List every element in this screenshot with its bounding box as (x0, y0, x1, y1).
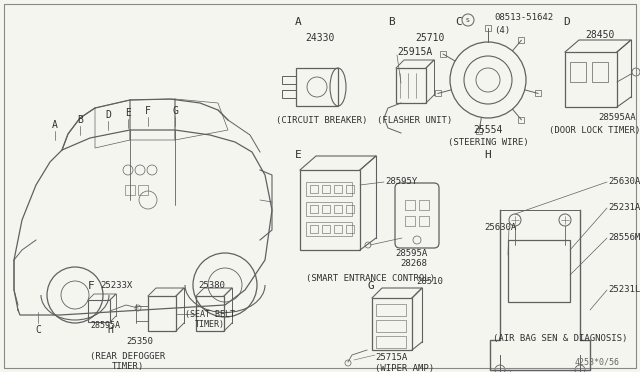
Text: (WIPER AMP): (WIPER AMP) (376, 363, 435, 372)
Text: (DOOR LOCK TIMER): (DOOR LOCK TIMER) (549, 125, 640, 135)
Text: S: S (466, 17, 470, 22)
Text: 25710: 25710 (415, 33, 444, 43)
Bar (306, 182, 352, 196)
Bar (310, 185, 318, 193)
Bar (372, 298, 412, 350)
Text: (FLASHER UNIT): (FLASHER UNIT) (378, 115, 452, 125)
Bar (300, 170, 360, 250)
Text: 25915A: 25915A (397, 47, 432, 57)
Text: 25630AA: 25630AA (608, 177, 640, 186)
Text: 25231L: 25231L (608, 285, 640, 295)
Text: 25715A: 25715A (375, 353, 407, 362)
Bar (435, 90, 441, 96)
Text: (CIRCUIT BREAKER): (CIRCUIT BREAKER) (276, 115, 368, 125)
Bar (376, 320, 406, 332)
Text: 28556M: 28556M (608, 234, 640, 243)
Text: (AIR BAG SEN & DIAGNOSIS): (AIR BAG SEN & DIAGNOSIS) (493, 334, 627, 343)
Bar (334, 185, 342, 193)
Bar (306, 222, 352, 236)
Bar (405, 200, 415, 210)
Bar (405, 216, 415, 226)
Text: 28595AA: 28595AA (598, 113, 636, 122)
Text: H: H (484, 150, 491, 160)
Bar (376, 304, 406, 316)
Text: E: E (295, 150, 301, 160)
Text: 28595A: 28595A (395, 248, 428, 257)
Text: 4253*0/56: 4253*0/56 (575, 357, 620, 366)
Text: 28268: 28268 (401, 260, 428, 269)
Bar (138, 185, 148, 195)
Bar (565, 52, 617, 107)
Text: 25554: 25554 (474, 125, 502, 135)
Bar (310, 205, 318, 213)
Bar (419, 200, 429, 210)
Bar (518, 117, 524, 123)
Bar (88, 300, 110, 322)
Bar (376, 336, 406, 348)
Bar (570, 62, 586, 82)
Bar (125, 185, 135, 195)
Text: C: C (35, 325, 41, 335)
Bar (148, 296, 176, 331)
Text: G: G (368, 281, 375, 291)
Text: 28510: 28510 (416, 278, 443, 286)
Text: A: A (52, 120, 58, 130)
Text: 25350: 25350 (127, 337, 154, 346)
Bar (419, 216, 429, 226)
Text: F: F (88, 281, 95, 291)
Bar (396, 68, 426, 103)
Text: D: D (105, 110, 111, 120)
Text: 28450: 28450 (585, 30, 614, 40)
Text: TIMER): TIMER) (195, 320, 225, 328)
Text: 28595Y: 28595Y (385, 177, 417, 186)
Bar (440, 51, 446, 57)
Text: 25630A: 25630A (484, 224, 516, 232)
Text: 25380: 25380 (198, 280, 225, 289)
Bar (310, 225, 318, 233)
Text: TIMER): TIMER) (112, 362, 144, 371)
Bar (282, 76, 296, 84)
Bar (322, 185, 330, 193)
Text: B: B (388, 17, 395, 27)
Bar (334, 205, 342, 213)
Text: D: D (563, 17, 570, 27)
Bar (334, 225, 342, 233)
Text: 08513-51642: 08513-51642 (494, 13, 553, 22)
Text: A: A (295, 17, 301, 27)
Bar (282, 90, 296, 98)
Text: (STEERING WIRE): (STEERING WIRE) (448, 138, 528, 147)
Text: 28595A: 28595A (90, 321, 120, 330)
Bar (485, 25, 491, 31)
Text: (SMART ENTRANCE CONTROL): (SMART ENTRANCE CONTROL) (305, 273, 435, 282)
Bar (508, 240, 570, 302)
Bar (306, 202, 352, 216)
Bar (322, 225, 330, 233)
Text: 25231A: 25231A (608, 203, 640, 212)
Text: F: F (145, 106, 151, 116)
Text: (SEAT BELT: (SEAT BELT (185, 310, 235, 318)
Bar (322, 205, 330, 213)
Bar (476, 128, 482, 134)
Text: (REAR DEFOGGER: (REAR DEFOGGER (90, 352, 166, 360)
Bar (535, 90, 541, 96)
Bar (196, 296, 224, 331)
Text: 25233X: 25233X (100, 282, 132, 291)
Text: C: C (455, 17, 461, 27)
Text: (4): (4) (494, 26, 510, 35)
Bar (346, 185, 354, 193)
Bar (592, 62, 608, 82)
Text: B: B (77, 115, 83, 125)
Text: H: H (107, 325, 113, 335)
Bar (518, 37, 524, 43)
Text: G: G (172, 106, 178, 116)
Bar (346, 205, 354, 213)
Bar (346, 225, 354, 233)
Bar (296, 68, 338, 106)
Text: 24330: 24330 (305, 33, 335, 43)
Text: E: E (125, 108, 131, 118)
